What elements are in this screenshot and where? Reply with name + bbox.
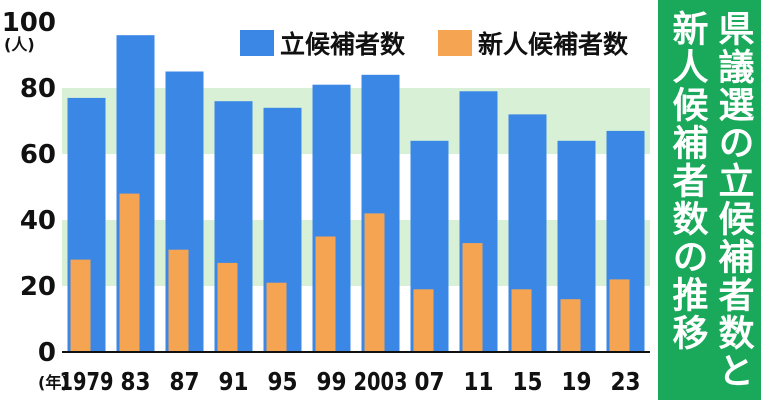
grid-band [62, 22, 650, 88]
grid-band [62, 88, 650, 154]
bar-new [168, 249, 189, 352]
bar-new [266, 282, 287, 352]
x-tick-label: 2003 [354, 367, 408, 396]
bar-new [119, 193, 140, 352]
x-tick-label: 11 [464, 367, 494, 396]
bar-new [70, 259, 91, 352]
y-axis-ticks: 0 20 40 60 80 100 [2, 8, 56, 368]
y-tick-label: 0 [38, 338, 56, 368]
bar-chart: 0 20 40 60 80 100 1979 83 87 91 95 99 2003 07 11 15 19 2… [2, 8, 650, 396]
x-tick-label: 07 [415, 367, 445, 396]
x-tick-label: 1979 [60, 367, 114, 396]
title-panel: 県議選の立候補者数と 新人候補者数の推移 [658, 0, 761, 400]
y-tick-label: 80 [20, 74, 56, 104]
legend: 立候補者数 新人候補者数 [240, 30, 629, 59]
bar-new [609, 279, 630, 352]
bar-new [217, 262, 238, 352]
x-tick-label: 19 [562, 367, 592, 396]
y-tick-label: 100 [2, 8, 56, 38]
x-tick-label: 83 [121, 367, 151, 396]
bar-new [560, 299, 581, 352]
x-tick-label: 23 [611, 367, 641, 396]
x-tick-label: 99 [317, 367, 347, 396]
x-axis-unit: (年) [38, 373, 69, 392]
legend-label-new: 新人候補者数 [478, 30, 629, 59]
bars [67, 35, 645, 353]
bar-new [462, 243, 483, 352]
grid-band [62, 220, 650, 286]
y-tick-label: 60 [20, 140, 56, 170]
bar-new [511, 289, 532, 352]
legend-label-total: 立候補者数 [280, 30, 406, 59]
x-tick-label: 95 [268, 367, 298, 396]
x-axis-categories: 1979 83 87 91 95 99 2003 07 11 15 19 23 [60, 367, 641, 396]
y-tick-label: 20 [20, 272, 56, 302]
grid-band [62, 154, 650, 220]
bar-new [364, 213, 385, 352]
x-tick-label: 91 [219, 367, 249, 396]
bar-new [315, 236, 336, 352]
x-tick-label: 15 [513, 367, 543, 396]
chart-title: 県議選の立候補者数と 新人候補者数の推移 [666, 10, 754, 390]
x-tick-label: 87 [170, 367, 200, 396]
grid-band [62, 286, 650, 352]
y-tick-label: 40 [20, 206, 56, 236]
legend-swatch-total [240, 30, 274, 56]
bar-new [413, 289, 434, 352]
legend-swatch-new [438, 30, 472, 56]
grid-bands [62, 22, 650, 352]
y-axis-unit: (人) [4, 35, 35, 54]
